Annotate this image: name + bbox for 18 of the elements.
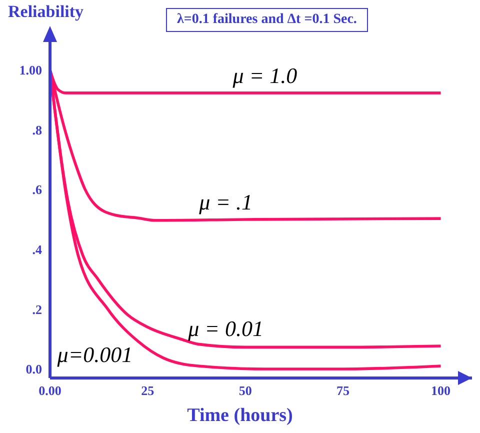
y-tick-label: .6 (32, 182, 42, 198)
series-label: μ=0.001 (56, 342, 133, 367)
x-axis-title: Time (hours) (186, 405, 294, 427)
series-label: μ = 1.0 (232, 62, 298, 88)
series-label: μ = 0.01 (187, 316, 264, 341)
chart-title: λ=0.1 failures and Δt =0.1 Sec. (166, 8, 368, 32)
y-tick-label: 0.0 (26, 362, 42, 377)
y-tick-label: .4 (32, 242, 42, 257)
x-tick-label: 75 (336, 383, 350, 398)
x-tick-label: 50 (238, 383, 252, 398)
y-tick-label: .2 (32, 302, 42, 317)
x-tick-label: 100 (430, 383, 450, 398)
y-tick-label: .8 (32, 122, 42, 138)
y-axis-title: Reliability (8, 2, 84, 22)
x-tick-label: 25 (141, 383, 155, 398)
y-tick-label: 1.00 (19, 62, 42, 78)
series-label: μ = .1 (198, 190, 253, 215)
x-tick-label: 0.00 (38, 383, 62, 398)
